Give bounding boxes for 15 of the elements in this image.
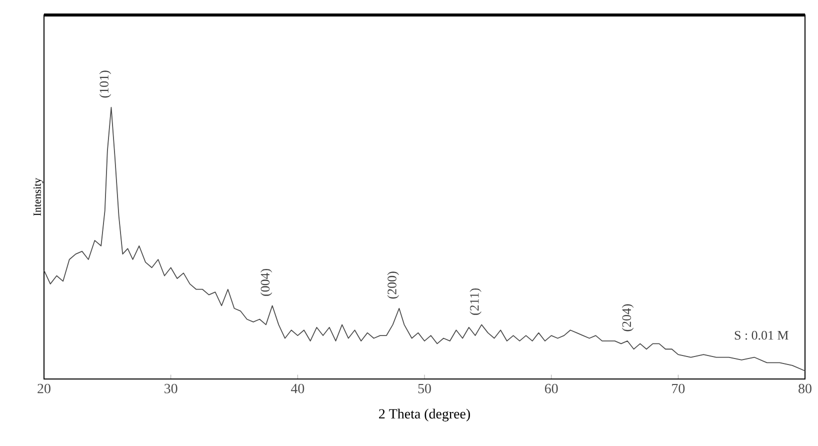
y-axis-title: Intensity — [34, 178, 44, 216]
annotation: (211) — [470, 288, 482, 315]
annotation: (101) — [99, 70, 112, 98]
x-tick-label: 50 — [418, 384, 431, 394]
x-axis-title: 2 Theta (degree) — [379, 408, 470, 422]
x-tick-label: 40 — [290, 384, 304, 394]
x-tick-label: 20 — [38, 384, 50, 394]
annotation: (200) — [387, 272, 400, 299]
x-tick-label: 30 — [164, 384, 178, 394]
x-tick-label: 60 — [544, 384, 558, 394]
annotation: (004) — [260, 268, 272, 296]
annotation: (204) — [622, 304, 634, 332]
annotation: S : 0.01 M — [734, 330, 788, 340]
x-tick-label: 80 — [798, 384, 812, 394]
x-tick-label: 70 — [672, 384, 685, 394]
